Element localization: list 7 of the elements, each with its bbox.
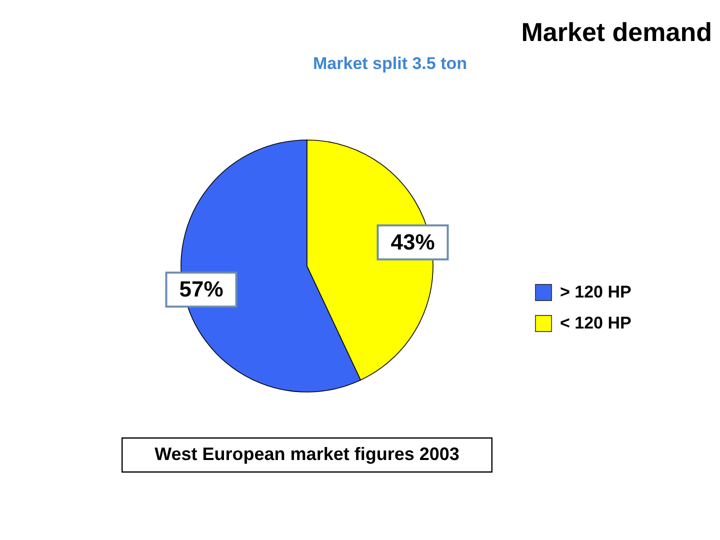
data-label: 43%: [390, 229, 435, 254]
chart-title: Market demand: [521, 17, 712, 47]
legend-label: < 120 HP: [560, 314, 632, 332]
data-label: 57%: [179, 276, 224, 302]
text: West European market figures 2003: [154, 444, 460, 464]
legend-label: > 120 HP: [560, 282, 632, 302]
chart-subtitle: Market split 3.5 ton: [313, 54, 467, 73]
